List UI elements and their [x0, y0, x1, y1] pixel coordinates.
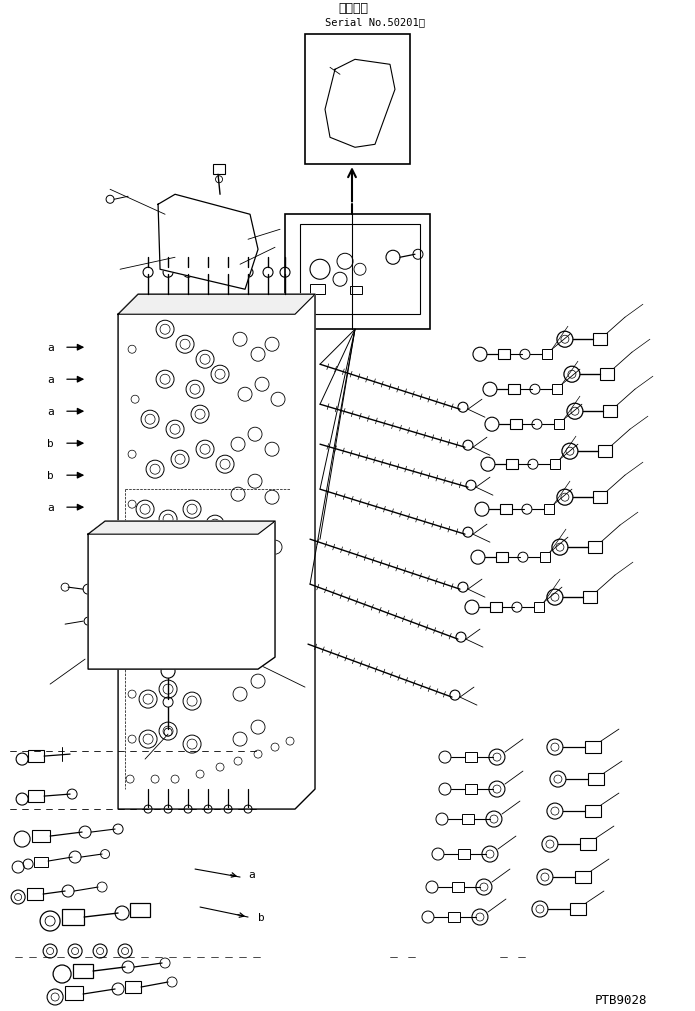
Text: b: b: [47, 471, 54, 480]
Bar: [28, 750, 44, 762]
Bar: [285, 215, 430, 330]
Bar: [585, 806, 601, 817]
Bar: [130, 903, 150, 917]
Bar: [544, 504, 554, 515]
Text: Serial No.50201～: Serial No.50201～: [325, 17, 425, 27]
Bar: [462, 814, 474, 824]
Bar: [593, 491, 607, 503]
Bar: [534, 603, 544, 613]
Bar: [506, 460, 518, 470]
Bar: [73, 964, 93, 978]
Bar: [300, 225, 420, 314]
Bar: [28, 791, 44, 803]
Bar: [498, 350, 510, 360]
Polygon shape: [325, 61, 395, 149]
Bar: [500, 504, 512, 515]
Bar: [32, 830, 50, 842]
Bar: [34, 857, 48, 867]
Bar: [554, 420, 564, 430]
Bar: [588, 542, 602, 554]
Bar: [583, 591, 597, 604]
Bar: [600, 369, 614, 381]
Polygon shape: [118, 295, 315, 314]
Bar: [508, 385, 520, 395]
Bar: [580, 838, 596, 850]
Bar: [452, 883, 464, 892]
Bar: [542, 350, 552, 360]
Bar: [448, 912, 460, 922]
Bar: [585, 741, 601, 753]
Polygon shape: [118, 295, 315, 809]
Bar: [490, 603, 502, 613]
Bar: [570, 903, 586, 915]
Text: 適用号機: 適用号機: [338, 2, 368, 15]
Bar: [550, 460, 560, 470]
Bar: [465, 785, 477, 795]
Bar: [27, 888, 43, 900]
Bar: [575, 871, 591, 884]
Bar: [465, 752, 477, 762]
Text: b: b: [258, 912, 265, 922]
Bar: [305, 35, 410, 165]
Bar: [593, 334, 607, 346]
Text: a: a: [47, 375, 54, 385]
Text: a: a: [47, 406, 54, 417]
Bar: [540, 553, 550, 562]
Text: a: a: [47, 502, 54, 513]
Text: b: b: [47, 439, 54, 449]
Bar: [552, 385, 562, 395]
Text: a: a: [47, 343, 54, 353]
Bar: [588, 773, 604, 786]
Polygon shape: [88, 522, 275, 669]
Bar: [598, 446, 612, 458]
Bar: [603, 405, 617, 418]
Bar: [62, 909, 84, 925]
Bar: [350, 287, 362, 295]
Text: a: a: [248, 869, 255, 880]
Text: PTB9028: PTB9028: [595, 993, 648, 1006]
Bar: [510, 420, 522, 430]
Bar: [213, 165, 225, 175]
Bar: [125, 981, 141, 993]
Bar: [458, 849, 470, 859]
Bar: [65, 986, 83, 1000]
Polygon shape: [88, 522, 275, 535]
Polygon shape: [158, 195, 258, 290]
Bar: [310, 285, 325, 295]
Bar: [496, 553, 508, 562]
